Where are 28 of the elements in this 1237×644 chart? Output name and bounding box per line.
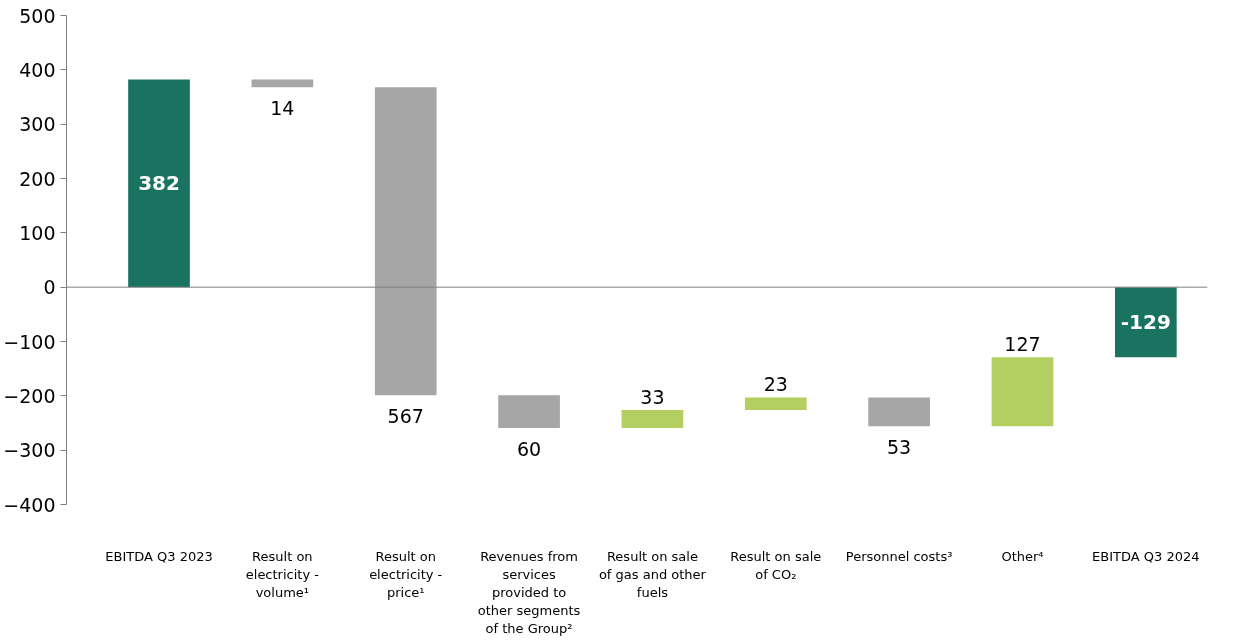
x-tick-label: Other⁴ bbox=[1001, 548, 1044, 564]
y-tick-label: 500 bbox=[19, 4, 56, 27]
y-tick-label: 0 bbox=[43, 276, 56, 299]
data-label: 33 bbox=[640, 385, 665, 408]
y-tick-label: −300 bbox=[3, 439, 56, 462]
y-tick-label: 400 bbox=[19, 58, 56, 81]
data-label: 382 bbox=[138, 171, 180, 196]
data-label: 14 bbox=[270, 97, 295, 120]
x-tick-label: EBITDA Q3 2024 bbox=[1092, 548, 1200, 564]
y-tick-label: 300 bbox=[19, 113, 56, 136]
x-tick-label: Personnel costs³ bbox=[845, 548, 953, 564]
data-label: 53 bbox=[887, 436, 912, 459]
x-tick-label: Result on electricity - price¹ bbox=[369, 548, 443, 600]
data-label: 60 bbox=[516, 437, 542, 460]
y-tick-label: 100 bbox=[19, 221, 56, 244]
x-tick-label: Result on electricity - volume¹ bbox=[245, 548, 320, 600]
data-label: 567 bbox=[387, 405, 424, 428]
x-tick-label: Result on sale of CO₂ bbox=[730, 548, 822, 582]
y-tick-label: 200 bbox=[19, 167, 56, 190]
x-tick-label: Result on sale of gas and other fuels bbox=[598, 548, 707, 600]
y-tick-label: −100 bbox=[3, 330, 56, 353]
data-label: -129 bbox=[1120, 310, 1171, 335]
x-tick-label: EBITDA Q3 2023 bbox=[105, 548, 213, 564]
data-label: 127 bbox=[1004, 333, 1041, 356]
y-tick-label: −200 bbox=[3, 384, 56, 407]
x-tick-label: Revenues from services provided to other segments of the Group² bbox=[477, 548, 581, 636]
y-tick-label: −400 bbox=[3, 493, 56, 516]
data-label: 23 bbox=[763, 373, 788, 396]
